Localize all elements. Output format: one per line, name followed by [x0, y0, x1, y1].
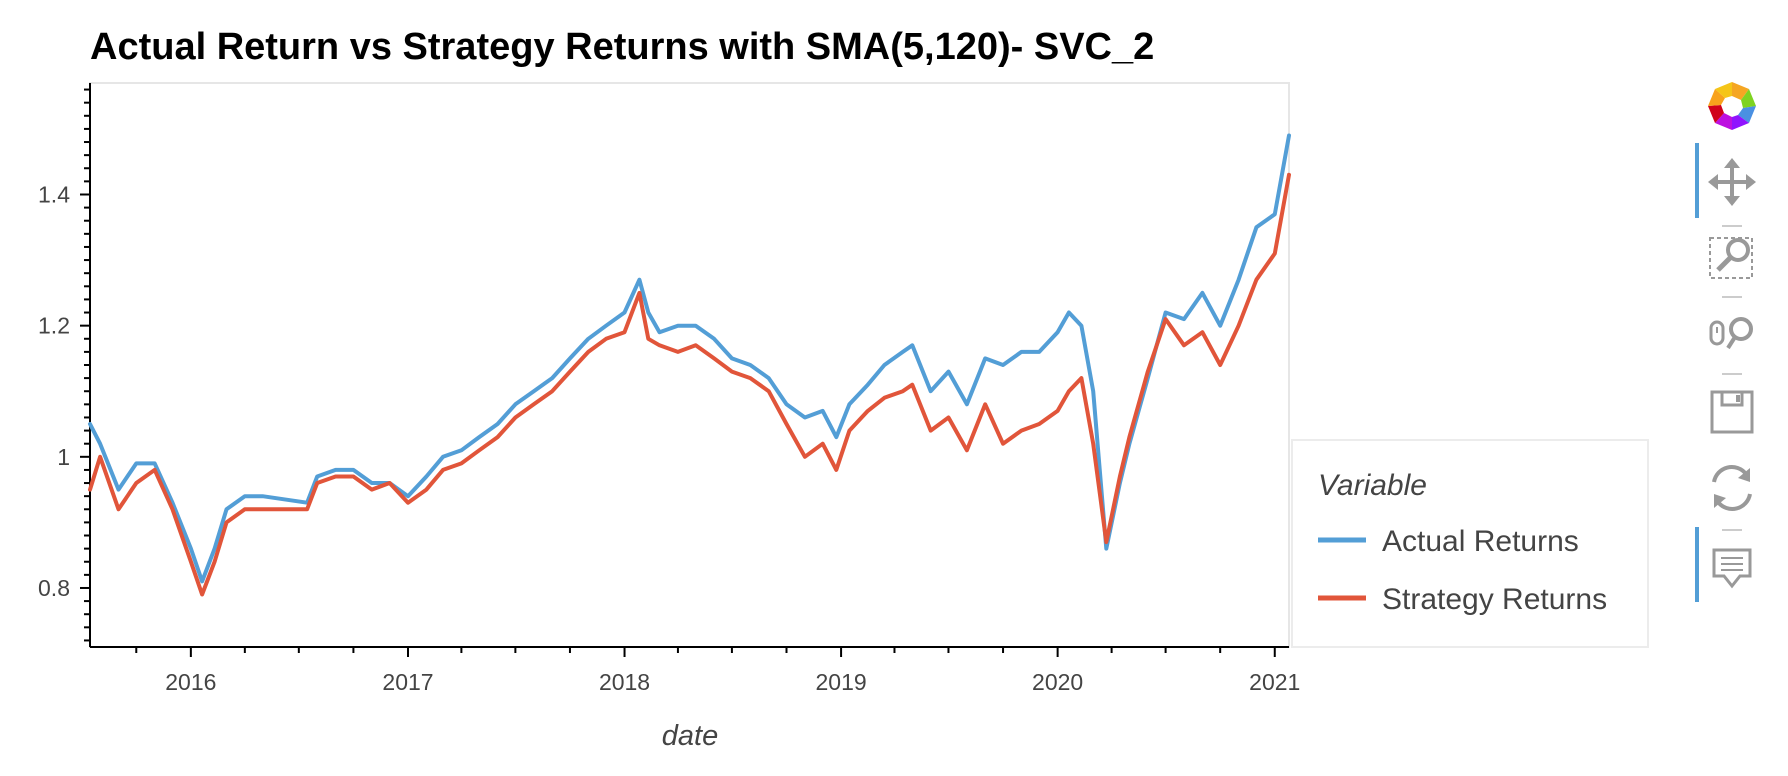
x-tick-label: 2021	[1249, 669, 1300, 695]
y-tick-label: 1.2	[38, 313, 70, 339]
legend-box	[1291, 439, 1649, 648]
series-line-actual-returns[interactable]	[88, 133, 1291, 584]
x-axis-label: date	[662, 720, 718, 752]
y-axis-ticks: 0.8 1 1.2 1.4	[38, 88, 90, 642]
x-tick-label: 2018	[599, 669, 650, 695]
hover-active-indicator	[1695, 527, 1699, 602]
legend: Variable Actual Returns Strategy Returns	[1291, 439, 1649, 648]
chart-title: Actual Return vs Strategy Returns with S…	[90, 26, 1154, 68]
plot-frame	[89, 82, 1290, 648]
x-tick-label: 2016	[165, 669, 216, 695]
series-line-strategy-returns[interactable]	[88, 172, 1291, 597]
pan-active-indicator	[1695, 143, 1699, 218]
bokeh-logo-icon[interactable]	[1708, 82, 1756, 130]
y-tick-label: 1	[57, 444, 70, 470]
pan-icon[interactable]	[1708, 158, 1756, 206]
series-layer[interactable]	[88, 133, 1291, 597]
legend-label-actual-returns: Actual Returns	[1382, 525, 1579, 558]
reset-icon[interactable]	[1712, 465, 1752, 511]
y-tick-label: 0.8	[38, 575, 70, 601]
x-tick-label: 2019	[815, 669, 866, 695]
toolbar	[1695, 82, 1756, 602]
y-tick-label: 1.4	[38, 181, 70, 207]
legend-label-strategy-returns: Strategy Returns	[1382, 583, 1607, 616]
x-tick-label: 2020	[1032, 669, 1083, 695]
save-icon[interactable]	[1710, 390, 1754, 434]
x-axis-ticks: 2016 2017 2018 2019 2020 2021	[135, 647, 1300, 695]
x-tick-label: 2017	[382, 669, 433, 695]
box-zoom-icon[interactable]	[1709, 237, 1753, 279]
legend-title: Variable	[1318, 469, 1427, 502]
wheel-zoom-icon[interactable]	[1709, 317, 1753, 350]
hover-icon[interactable]	[1712, 548, 1752, 589]
